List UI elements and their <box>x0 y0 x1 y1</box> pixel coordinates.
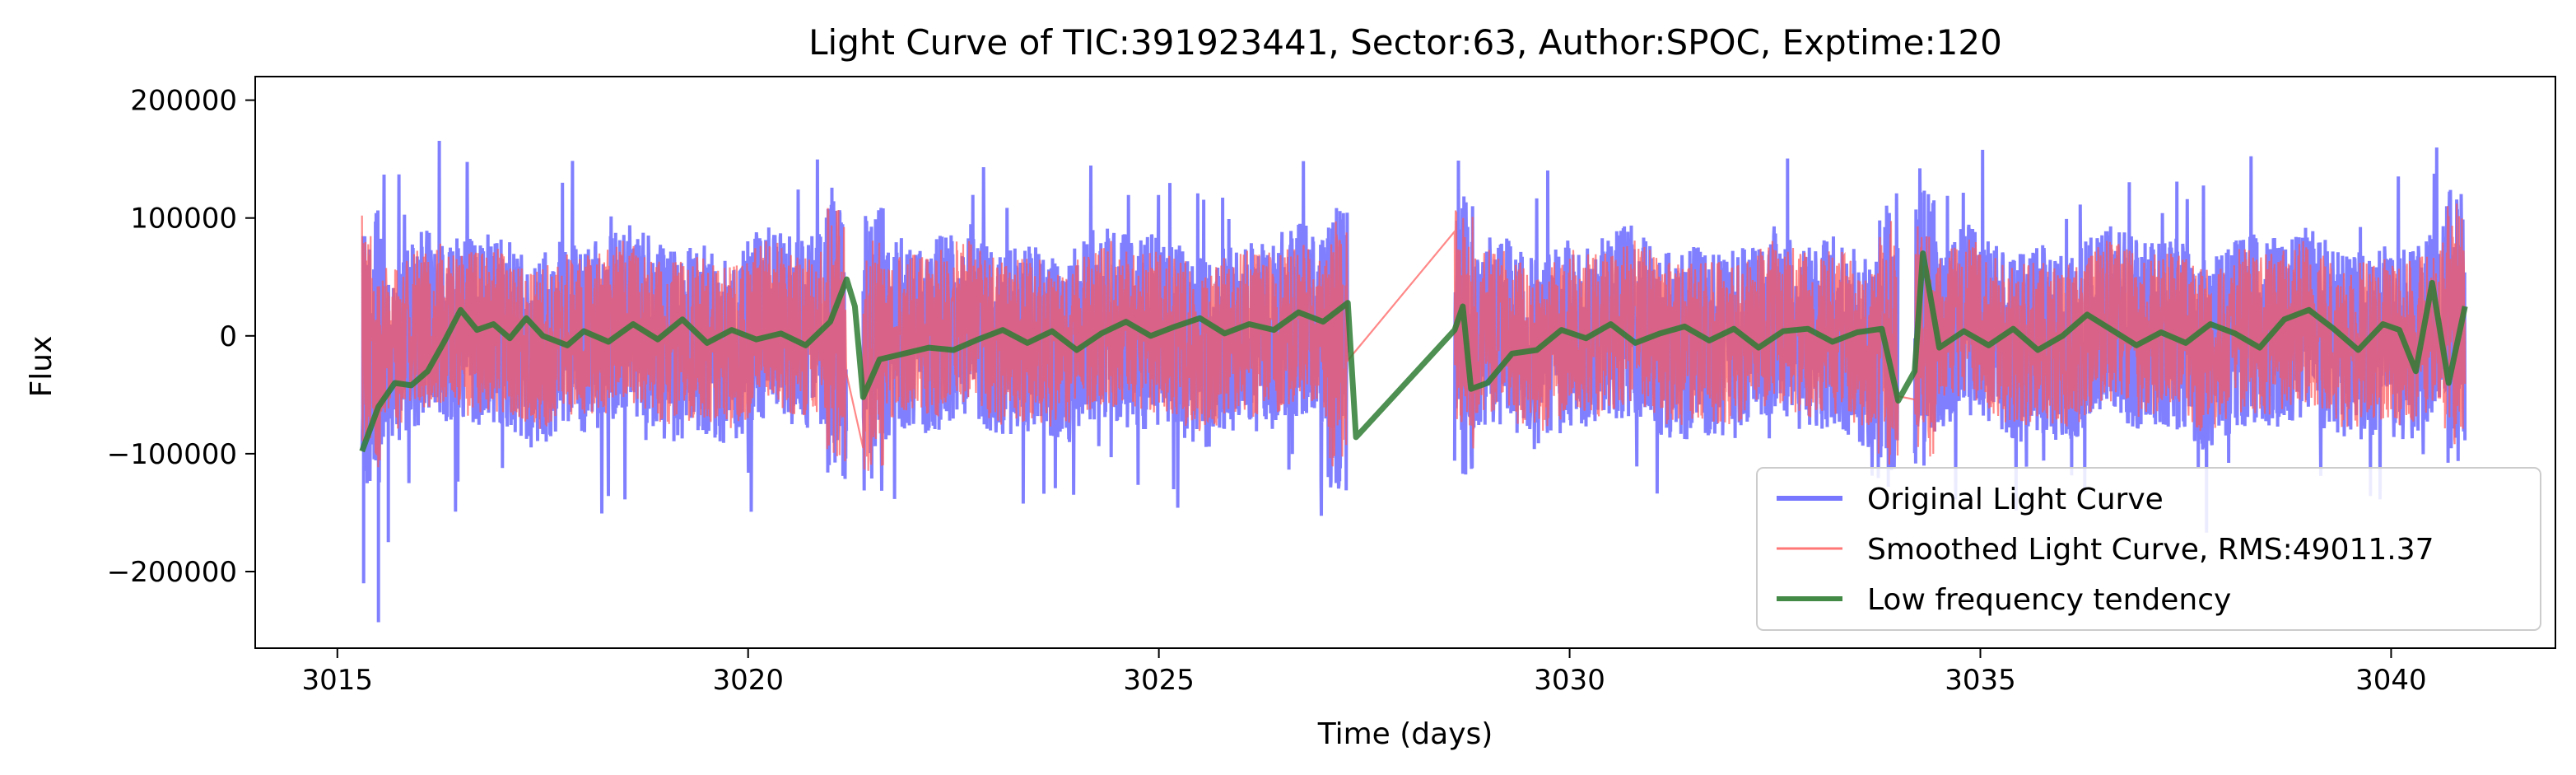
y-tick-label: 200000 <box>130 85 237 118</box>
chart-title: Light Curve of TIC:391923441, Sector:63,… <box>808 22 2002 63</box>
legend-box <box>1756 467 2541 631</box>
y-tick-label: −200000 <box>107 556 237 589</box>
y-tick-label: 0 <box>219 320 237 353</box>
x-tick-label: 3020 <box>712 664 784 697</box>
y-tick-label: 100000 <box>130 203 237 236</box>
legend: Original Light Curve Smoothed Light Curv… <box>1756 467 2541 631</box>
x-tick-label: 3015 <box>302 664 374 697</box>
legend-label-smoothed: Smoothed Light Curve, RMS:49011.37 <box>1867 533 2434 567</box>
x-tick-label: 3035 <box>1945 664 2016 697</box>
x-tick-label: 3040 <box>2355 664 2427 697</box>
plot-frame <box>254 76 2556 649</box>
x-tick-label: 3025 <box>1123 664 1195 697</box>
plot-area <box>359 140 2468 623</box>
y-axis: −200000 −100000 0 100000 200000 <box>107 85 255 589</box>
y-tick-label: −100000 <box>107 438 237 471</box>
y-axis-label: Flux <box>25 336 58 398</box>
x-axis-label: Time (days) <box>1317 717 1493 751</box>
legend-label-original: Original Light Curve <box>1867 483 2164 516</box>
legend-label-trend: Low frequency tendency <box>1867 583 2231 617</box>
x-tick-label: 3030 <box>1534 664 1605 697</box>
x-axis: 3015 3020 3025 3030 3035 3040 <box>302 648 2427 697</box>
low-frequency-tendency-line <box>359 250 2468 453</box>
series-low-frequency-tendency <box>359 250 2468 453</box>
